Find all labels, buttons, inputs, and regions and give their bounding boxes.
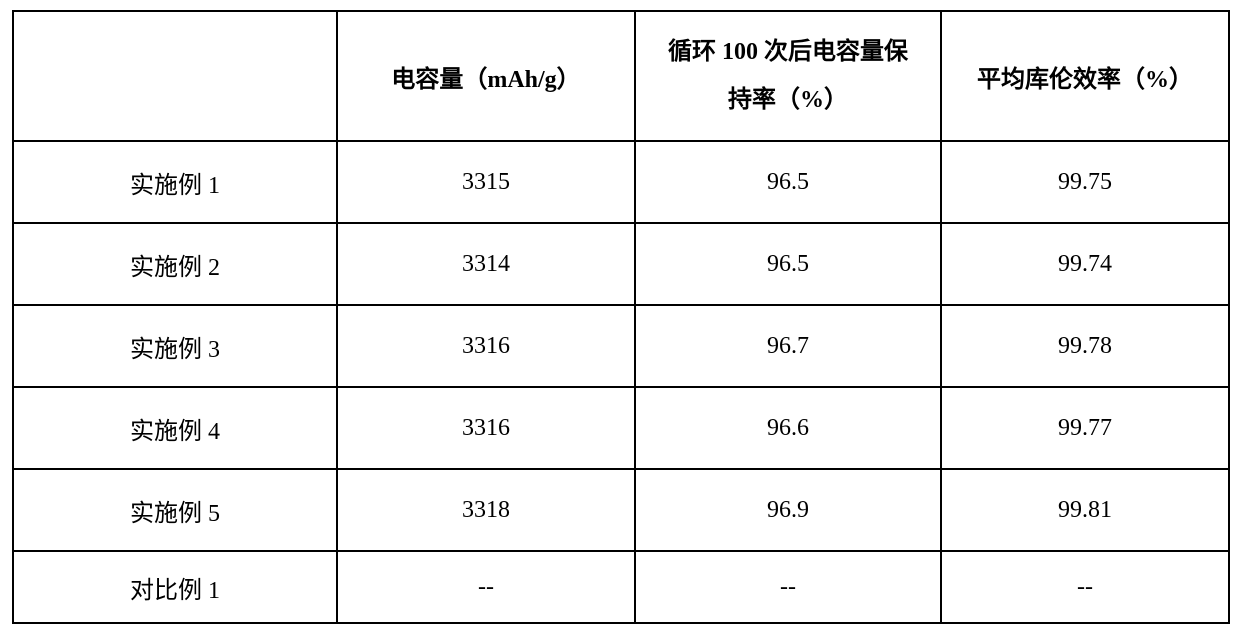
cell-coulombic: 99.77	[941, 387, 1229, 469]
row-label: 实施例 2	[13, 223, 337, 305]
cell-retention: --	[635, 551, 941, 623]
cell-coulombic: 99.81	[941, 469, 1229, 551]
table-row: 对比例 1 -- -- --	[13, 551, 1229, 623]
row-label: 实施例 1	[13, 141, 337, 223]
data-table: 电容量（mAh/g） 循环 100 次后电容量保 持率（%） 平均库伦效率（%）…	[12, 10, 1230, 624]
row-label: 对比例 1	[13, 551, 337, 623]
table-container: 电容量（mAh/g） 循环 100 次后电容量保 持率（%） 平均库伦效率（%）…	[0, 0, 1240, 634]
cell-coulombic: 99.75	[941, 141, 1229, 223]
cell-capacity: 3316	[337, 387, 635, 469]
cell-retention: 96.9	[635, 469, 941, 551]
row-label: 实施例 3	[13, 305, 337, 387]
table-row: 实施例 4 3316 96.6 99.77	[13, 387, 1229, 469]
cell-retention: 96.6	[635, 387, 941, 469]
header-retention: 循环 100 次后电容量保 持率（%）	[635, 11, 941, 141]
cell-coulombic: --	[941, 551, 1229, 623]
cell-capacity: 3318	[337, 469, 635, 551]
cell-capacity: 3316	[337, 305, 635, 387]
cell-coulombic: 99.78	[941, 305, 1229, 387]
cell-capacity: --	[337, 551, 635, 623]
table-row: 实施例 2 3314 96.5 99.74	[13, 223, 1229, 305]
header-blank	[13, 11, 337, 141]
cell-retention: 96.5	[635, 223, 941, 305]
cell-capacity: 3315	[337, 141, 635, 223]
table-row: 实施例 5 3318 96.9 99.81	[13, 469, 1229, 551]
header-retention-line2: 持率（%）	[636, 76, 940, 124]
table-row: 实施例 3 3316 96.7 99.78	[13, 305, 1229, 387]
header-retention-line1: 循环 100 次后电容量保	[636, 28, 940, 76]
row-label: 实施例 5	[13, 469, 337, 551]
cell-coulombic: 99.74	[941, 223, 1229, 305]
cell-capacity: 3314	[337, 223, 635, 305]
table-row: 实施例 1 3315 96.5 99.75	[13, 141, 1229, 223]
header-capacity: 电容量（mAh/g）	[337, 11, 635, 141]
header-coulombic: 平均库伦效率（%）	[941, 11, 1229, 141]
cell-retention: 96.5	[635, 141, 941, 223]
cell-retention: 96.7	[635, 305, 941, 387]
row-label: 实施例 4	[13, 387, 337, 469]
table-header-row: 电容量（mAh/g） 循环 100 次后电容量保 持率（%） 平均库伦效率（%）	[13, 11, 1229, 141]
